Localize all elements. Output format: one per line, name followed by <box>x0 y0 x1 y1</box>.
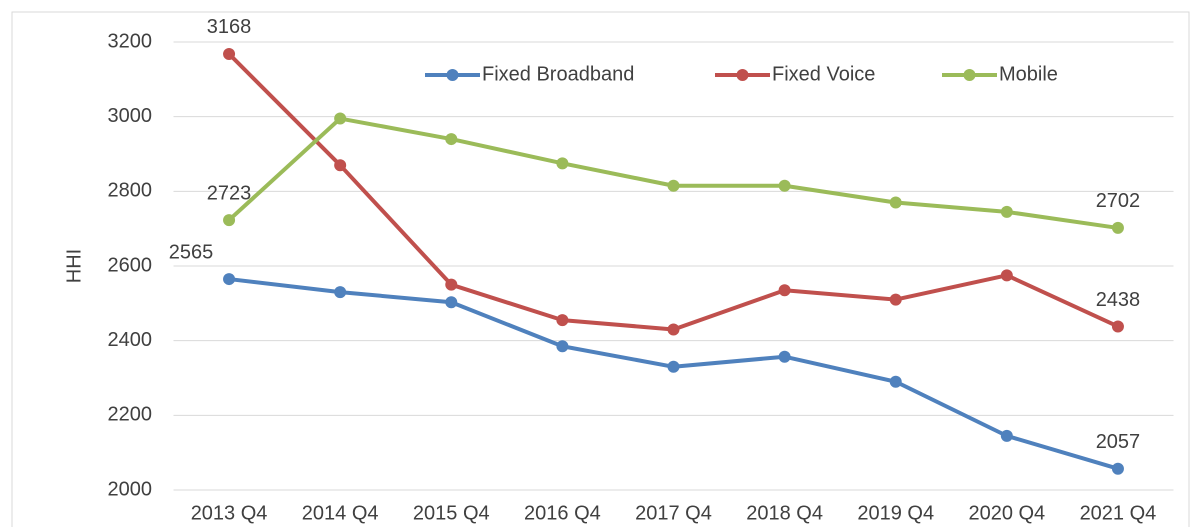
data-label: 2702 <box>1096 190 1141 212</box>
series-line <box>228 277 1119 471</box>
x-tick-label: 2021 Q4 <box>1080 502 1157 524</box>
data-point <box>778 284 791 297</box>
y-tick-label: 2400 <box>108 329 153 351</box>
data-point <box>445 133 458 146</box>
data-point <box>667 179 680 192</box>
data-point <box>556 314 569 327</box>
y-tick-label: 2200 <box>108 404 153 426</box>
data-label: 2565 <box>169 241 214 263</box>
legend-marker <box>446 69 459 81</box>
x-tick-label: 2014 Q4 <box>302 502 379 524</box>
x-tick-label: 2019 Q4 <box>857 502 934 524</box>
data-point <box>1000 429 1013 442</box>
data-point <box>778 350 791 363</box>
data-point <box>445 278 458 291</box>
y-tick-label: 2800 <box>108 180 153 202</box>
legend-label: Mobile <box>999 63 1058 85</box>
data-point <box>889 375 902 388</box>
legend-marker <box>736 69 749 81</box>
chart-border <box>11 11 1190 527</box>
data-point <box>667 323 680 336</box>
data-label: 2723 <box>207 182 252 204</box>
data-point <box>1000 269 1013 282</box>
data-point <box>223 273 236 286</box>
data-label: 3168 <box>207 16 252 38</box>
legend-label: Fixed Broadband <box>482 63 634 85</box>
data-point <box>889 196 902 209</box>
data-point <box>1111 462 1124 475</box>
x-tick-label: 2020 Q4 <box>968 502 1045 524</box>
data-point <box>778 179 791 192</box>
legend-label: Fixed Voice <box>772 63 875 85</box>
series-line <box>227 116 1119 230</box>
data-point <box>334 112 347 125</box>
data-point <box>1000 205 1013 218</box>
data-point <box>445 296 458 309</box>
data-point <box>556 157 569 170</box>
x-tick-label: 2018 Q4 <box>746 502 823 524</box>
y-axis-label: HHI <box>63 249 85 283</box>
x-tick-label: 2017 Q4 <box>635 502 712 524</box>
data-label: 2057 <box>1096 431 1141 453</box>
y-tick-label: 3000 <box>108 105 153 127</box>
data-label: 2438 <box>1096 289 1141 311</box>
data-point <box>1111 221 1124 234</box>
y-tick-label: 2000 <box>108 478 153 500</box>
data-point <box>889 293 902 306</box>
data-point <box>556 340 569 353</box>
data-point <box>334 159 347 172</box>
x-tick-label: 2016 Q4 <box>524 502 601 524</box>
x-tick-label: 2013 Q4 <box>191 502 268 524</box>
data-point <box>1111 320 1124 333</box>
x-tick-label: 2015 Q4 <box>413 502 490 524</box>
data-point <box>334 286 347 299</box>
data-point <box>223 214 236 227</box>
legend-marker <box>963 69 976 81</box>
y-tick-label: 3200 <box>108 30 153 52</box>
data-point <box>223 47 236 60</box>
y-tick-label: 2600 <box>108 254 153 276</box>
data-point <box>667 360 680 373</box>
